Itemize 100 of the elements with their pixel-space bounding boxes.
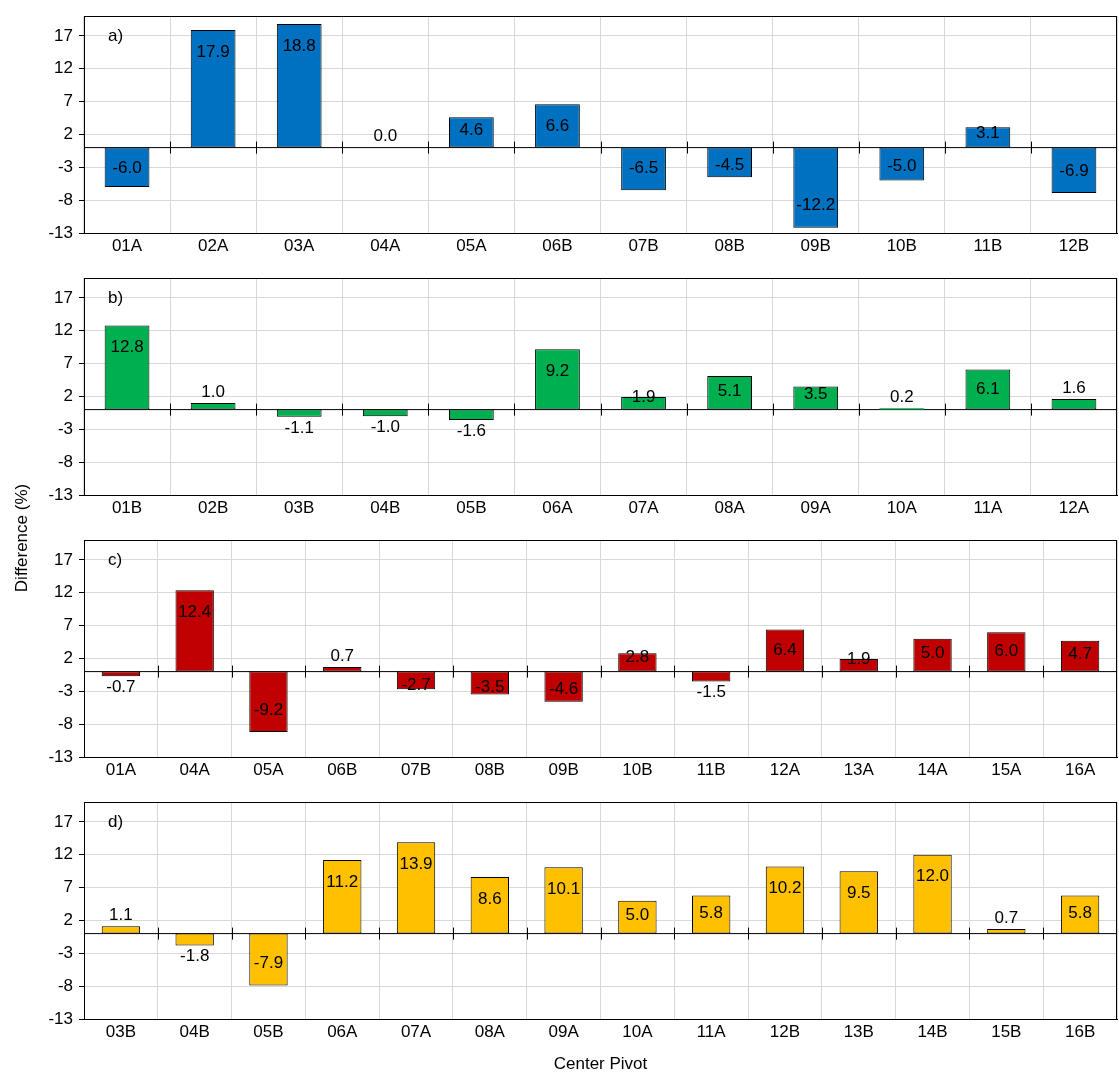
y-tick-label: 2 — [63, 910, 73, 930]
x-tick-label: 04B — [370, 497, 401, 517]
data-label: -6.9 — [1059, 160, 1089, 180]
data-label: -0.7 — [106, 676, 136, 696]
x-tick-label: 09B — [548, 759, 579, 779]
data-label: 12.0 — [915, 866, 950, 886]
x-tick-label: 07A — [400, 1021, 432, 1041]
data-label: -9.2 — [253, 699, 284, 719]
x-tick-label: 07A — [628, 497, 660, 517]
x-tick-label: 01A — [111, 235, 143, 255]
x-tick-label: 11B — [973, 235, 1003, 255]
x-axis-title: Center Pivot — [552, 1054, 649, 1074]
x-tick-label: 10B — [622, 759, 653, 779]
x-tick-label: 12B — [1058, 235, 1090, 255]
y-tick-label: 12 — [54, 320, 73, 340]
x-tick-label: 16A — [1064, 759, 1096, 779]
x-tick-label: 05A — [456, 235, 488, 255]
x-tick-label: 11A — [696, 1021, 727, 1041]
data-label: 3.1 — [976, 122, 1000, 142]
y-tick-label: -3 — [57, 418, 73, 438]
annotation: c) — [108, 549, 123, 569]
y-tick-label: 7 — [63, 91, 73, 111]
y-tick-label: 12 — [54, 844, 73, 864]
data-label: 10.1 — [547, 878, 581, 898]
data-label: 6.1 — [976, 378, 1000, 398]
x-tick-label: 09A — [800, 497, 832, 517]
x-tick-label: 12A — [1058, 497, 1090, 517]
data-label: 1.0 — [201, 381, 225, 401]
x-tick-label: 06B — [542, 235, 573, 255]
data-label: 0.7 — [330, 645, 355, 665]
x-tick-label: 02A — [198, 235, 229, 255]
data-label: 11.2 — [326, 871, 359, 891]
data-label: -7.9 — [253, 953, 284, 973]
y-tick-label: -13 — [48, 484, 73, 504]
x-tick-label: 01B — [111, 497, 143, 517]
x-tick-label: 08B — [474, 759, 505, 779]
x-tick-label: 09A — [548, 1021, 580, 1041]
data-label: 5.8 — [699, 903, 723, 923]
y-tick-label: -3 — [57, 156, 73, 176]
y-tick-label: 7 — [63, 353, 73, 373]
x-tick-label: 11B — [696, 759, 726, 779]
x-tick-label: 05B — [456, 497, 487, 517]
data-label: -6.5 — [628, 158, 659, 178]
y-axis-title: Difference (%) — [12, 483, 32, 593]
data-label: 3.5 — [803, 383, 828, 403]
data-label: -5.0 — [887, 155, 917, 175]
y-tick-label: 2 — [63, 124, 73, 144]
data-label: -4.6 — [548, 678, 579, 698]
data-label: 0.2 — [889, 386, 914, 406]
x-tick-label: 06B — [327, 759, 358, 779]
x-tick-label: 03B — [105, 1021, 137, 1041]
y-tick-label: 17 — [54, 811, 73, 831]
data-label: -1.1 — [284, 417, 314, 437]
data-label: 5.0 — [920, 643, 945, 663]
x-tick-label: 08B — [714, 235, 745, 255]
x-tick-label: 15B — [991, 1021, 1022, 1041]
y-tick-label: 17 — [54, 549, 73, 569]
x-tick-label: 06A — [542, 497, 574, 517]
annotation: b) — [108, 287, 124, 307]
data-label: 17.9 — [196, 41, 230, 61]
y-tick-label: -8 — [57, 713, 73, 733]
x-tick-label: 08A — [474, 1021, 506, 1041]
x-tick-label: 09B — [800, 235, 831, 255]
data-label: 6.6 — [545, 115, 570, 135]
data-label: -1.0 — [370, 416, 400, 436]
x-tick-label: 07B — [400, 759, 432, 779]
data-label: 4.6 — [459, 119, 484, 139]
x-tick-label: 16B — [1064, 1021, 1096, 1041]
x-tick-label: 04A — [370, 235, 402, 255]
y-tick-label: -3 — [57, 680, 73, 700]
x-tick-label: 01A — [105, 759, 137, 779]
data-label: -6.0 — [112, 157, 142, 177]
x-tick-label: 14B — [917, 1021, 948, 1041]
y-tick-label: 17 — [54, 25, 73, 45]
x-tick-label: 02B — [198, 497, 229, 517]
y-tick-label: -8 — [57, 975, 73, 995]
data-label: 0.0 — [373, 126, 398, 146]
x-tick-label: 04B — [179, 1021, 210, 1041]
annotation: d) — [108, 811, 124, 831]
x-tick-label: 05A — [253, 759, 285, 779]
data-label: 9.2 — [545, 360, 570, 380]
data-label: 12.4 — [178, 601, 212, 621]
data-label: 12.8 — [110, 337, 144, 357]
y-tick-label: 17 — [54, 287, 73, 307]
y-tick-label: 2 — [63, 648, 73, 668]
data-label: -1.8 — [180, 946, 210, 966]
y-tick-label: 12 — [54, 582, 73, 602]
x-tick-label: 13A — [843, 759, 875, 779]
data-label: 6.4 — [773, 640, 797, 660]
y-tick-label: 7 — [63, 877, 73, 897]
data-label: 6.0 — [994, 641, 1019, 661]
y-tick-label: -8 — [57, 451, 73, 471]
data-label: -4.5 — [714, 154, 745, 174]
data-label: -1.6 — [456, 420, 487, 440]
data-label: 1.1 — [109, 905, 133, 925]
data-label: 5.8 — [1068, 903, 1092, 923]
y-tick-label: -13 — [48, 222, 73, 242]
x-tick-label: 15A — [991, 759, 1023, 779]
data-label: 5.0 — [625, 905, 650, 925]
x-tick-label: 08A — [714, 497, 746, 517]
